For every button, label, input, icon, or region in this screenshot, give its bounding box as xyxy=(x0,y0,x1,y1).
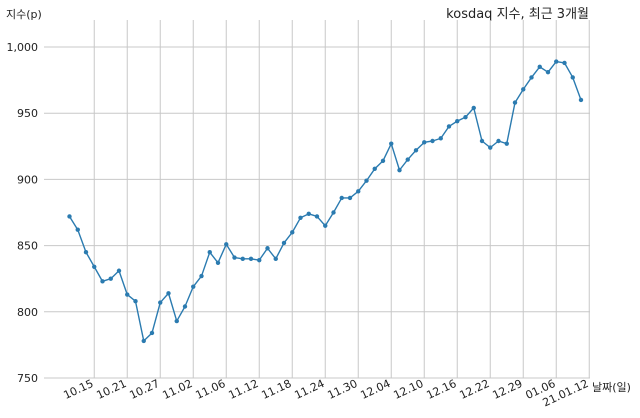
data-point xyxy=(471,105,476,111)
x-tick-label: 11.06 xyxy=(193,377,227,402)
data-point xyxy=(182,304,188,309)
x-tick-label: 11.24 xyxy=(292,377,326,402)
data-point xyxy=(125,292,130,297)
data-point xyxy=(397,167,402,173)
data-point xyxy=(438,136,443,141)
data-point xyxy=(92,264,97,269)
x-tick-label: 11.30 xyxy=(325,377,359,402)
data-point xyxy=(199,273,204,279)
y-tick-label: 900 xyxy=(17,173,38,186)
y-tick-label: 800 xyxy=(17,306,38,319)
data-point xyxy=(174,318,179,324)
data-point xyxy=(372,166,377,172)
data-point xyxy=(578,97,584,103)
data-point xyxy=(273,256,278,262)
data-point xyxy=(265,246,270,251)
data-point xyxy=(248,256,254,262)
data-point xyxy=(215,260,221,266)
data-point xyxy=(339,195,344,201)
data-point xyxy=(554,59,559,64)
data-point xyxy=(537,64,542,70)
data-point xyxy=(504,141,509,146)
data-point xyxy=(108,276,113,281)
data-point xyxy=(191,284,196,289)
data-point xyxy=(430,138,435,144)
data-point xyxy=(224,242,229,247)
x-tick-label: 12.04 xyxy=(358,377,392,402)
y-ticks: 750 800 850 900 950 1,000 xyxy=(7,41,39,385)
data-point xyxy=(512,100,518,105)
y-tick-label: 950 xyxy=(17,107,38,120)
data-point xyxy=(570,75,575,80)
x-tick-label: 10.21 xyxy=(94,377,128,402)
data-point xyxy=(75,227,80,232)
data-point xyxy=(413,148,419,153)
series-group xyxy=(67,59,584,344)
x-tick-label: 11.18 xyxy=(259,377,293,402)
data-point xyxy=(67,214,72,219)
data-point xyxy=(240,256,245,262)
y-axis-label: 지수(p) xyxy=(6,8,42,21)
data-point xyxy=(356,189,361,194)
data-point xyxy=(298,215,303,220)
data-point xyxy=(207,250,212,255)
data-point xyxy=(100,279,105,284)
data-point xyxy=(496,138,501,144)
data-point xyxy=(463,114,468,120)
data-point xyxy=(83,250,89,255)
y-tick-label: 750 xyxy=(17,372,38,385)
x-ticks: 10.1510.2110.2711.0211.0611.1211.1811.24… xyxy=(61,377,590,409)
data-point xyxy=(314,214,320,219)
data-point xyxy=(290,230,295,235)
data-point xyxy=(380,158,386,164)
data-point xyxy=(257,257,262,263)
data-point xyxy=(488,145,493,150)
x-tick-label: 10.15 xyxy=(61,377,95,402)
data-point xyxy=(347,195,353,201)
data-point xyxy=(116,268,122,273)
x-tick-label: 12.22 xyxy=(457,377,491,402)
data-point xyxy=(446,124,452,129)
data-point xyxy=(562,60,567,66)
data-point xyxy=(389,141,394,146)
data-point xyxy=(232,255,237,260)
x-tick-label: 11.02 xyxy=(160,377,194,402)
y-tick-label: 1,000 xyxy=(7,41,39,54)
data-point xyxy=(166,291,171,296)
grid xyxy=(44,20,590,379)
data-point xyxy=(133,299,138,304)
data-point xyxy=(521,87,526,92)
data-point xyxy=(405,157,410,162)
x-tick-label: 12.10 xyxy=(391,377,425,402)
data-point xyxy=(141,338,146,344)
x-tick-label: 11.12 xyxy=(226,377,260,402)
data-point xyxy=(364,178,369,183)
data-point xyxy=(306,211,311,217)
data-point xyxy=(149,330,155,336)
data-point xyxy=(529,75,534,80)
y-tick-label: 850 xyxy=(17,240,38,253)
data-point xyxy=(158,300,163,305)
x-tick-label: 12.16 xyxy=(424,377,458,402)
data-point xyxy=(323,223,328,228)
data-point xyxy=(331,210,336,215)
x-tick-label: 12.29 xyxy=(490,377,524,402)
x-axis-label: 날짜(일) xyxy=(592,380,631,394)
chart-title: kosdaq 지수, 최근 3개월 xyxy=(446,7,589,22)
x-tick-label: 10.27 xyxy=(127,377,161,402)
data-point xyxy=(281,240,287,246)
data-point xyxy=(455,118,460,124)
data-point xyxy=(479,138,485,144)
data-point xyxy=(545,69,551,75)
data-point xyxy=(422,140,427,145)
